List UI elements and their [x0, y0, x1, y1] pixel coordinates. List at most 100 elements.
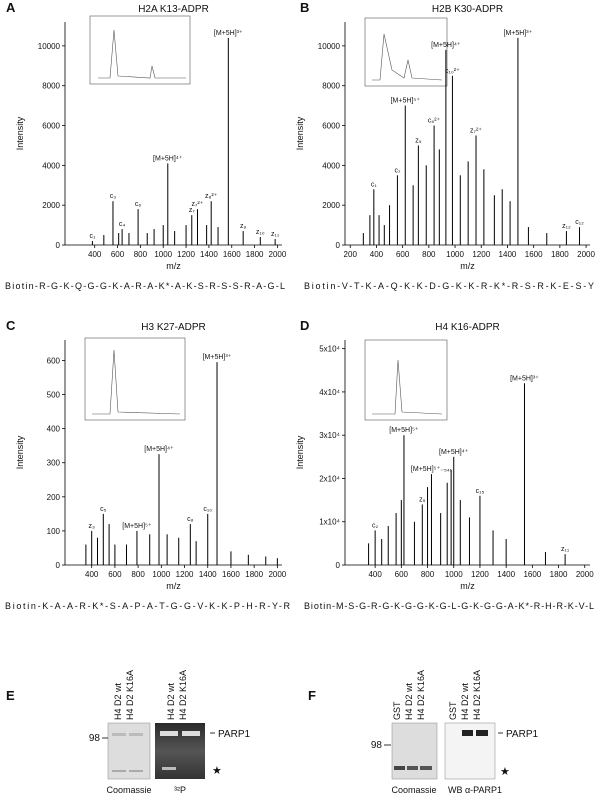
x-axis-label: m/z [166, 261, 181, 271]
x-tick-label: 2000 [576, 570, 594, 579]
y-tick-label: 5x10⁴ [319, 345, 340, 354]
x-tick-label: 1800 [550, 570, 568, 579]
y-tick-label: 8000 [322, 82, 340, 91]
x-tick-label: 800 [422, 250, 436, 259]
y-tick-label: 300 [47, 459, 61, 468]
y-tick-label: 0 [56, 241, 61, 250]
peak-label: c₆ [135, 201, 142, 208]
peak-label: z₁₀ [256, 229, 265, 236]
y-tick-label: 200 [47, 493, 61, 502]
peak-label: c₃ [110, 193, 117, 200]
peak-label: [M+5H]⁴⁺ [153, 155, 183, 162]
x-tick-label: 1800 [245, 570, 263, 579]
y-axis-label: Intensity [15, 116, 25, 150]
y-axis-label: Intensity [295, 116, 305, 150]
lane-label: H4 D2 wt [166, 682, 176, 720]
caption: Coomassie [106, 785, 151, 795]
x-tick-label: 800 [421, 570, 435, 579]
y-tick-label: 4000 [42, 161, 60, 170]
x-tick-label: 1200 [472, 250, 490, 259]
x-tick-label: 2000 [577, 250, 595, 259]
y-tick-label: 4000 [322, 161, 340, 170]
chart-title: H2A K13-ADPR [138, 4, 209, 15]
insets [84, 15, 448, 421]
x-tick-label: 1400 [497, 570, 515, 579]
chart-title: H3 K27-ADPR [141, 322, 205, 333]
x-tick-label: 1000 [152, 570, 170, 579]
x-tick-label: 1000 [154, 250, 172, 259]
peak-label: [M+5H]³⁺ [504, 30, 533, 37]
peak-label: c₁₀²⁺ [445, 68, 460, 75]
lane-label: H4 D2 K16A [416, 670, 426, 720]
y-tick-label: 10000 [318, 42, 341, 51]
x-axis-label: m/z [460, 581, 475, 591]
x-tick-label: 800 [134, 250, 148, 259]
peak-label: [M+5H]⁴⁺ [144, 446, 174, 453]
peak-label: z₉ [240, 223, 247, 230]
gel-panel-f: F GST H4 D2 wt H4 D2 K16A GST H4 D2 wt H… [308, 670, 538, 795]
peak-label: c₄ [119, 221, 126, 228]
peak-label: c₉²⁺ [428, 118, 441, 125]
y-tick-label: 600 [47, 356, 61, 365]
panel-letter: E [6, 688, 15, 703]
y-tick-label: 0 [336, 561, 341, 570]
x-tick-label: 1800 [246, 250, 264, 259]
marker-label: 98 [371, 740, 383, 751]
x-tick-label: 2000 [269, 250, 287, 259]
y-tick-label: 4x10⁴ [319, 388, 340, 397]
gel-panel-e: E H4 D2 wt H4 D2 K16A H4 D2 wt H4 D2 K16… [6, 670, 250, 795]
x-tick-label: 600 [111, 250, 125, 259]
x-tick-label: 400 [368, 570, 382, 579]
y-tick-label: 2000 [42, 201, 60, 210]
x-tick-label: 600 [108, 570, 122, 579]
y-axis-label: Intensity [295, 435, 305, 469]
panel-letter: A [6, 0, 16, 15]
peak-label: [M+5H]³⁺ [203, 354, 232, 361]
x-tick-label: 600 [396, 250, 410, 259]
peak-label: [M+5H]⁵⁺ [389, 427, 419, 434]
x-axis-label: m/z [460, 261, 475, 271]
peak-label: c₁ [89, 233, 96, 240]
peak-label: [M+5H]⁵⁺₋₅₄₁ [411, 466, 453, 473]
caption: WB α-PARP1 [448, 785, 502, 795]
caption: Coomassie [391, 785, 436, 795]
marker-label: 98 [89, 733, 101, 744]
x-tick-label: 400 [88, 250, 102, 259]
peptide-sequence: Biotin-M-S-G-R-G-K-G-G-K-G-L-G-K-G-G-A-K… [304, 601, 594, 611]
gel-coomassie [391, 722, 438, 780]
x-axis-label: m/z [166, 581, 181, 591]
x-tick-label: 400 [370, 250, 384, 259]
y-tick-label: 6000 [322, 122, 340, 131]
lane-label: H4 D2 K16A [178, 670, 188, 720]
x-tick-label: 1200 [471, 570, 489, 579]
x-tick-label: 1600 [523, 570, 541, 579]
peak-label: c₁₅ [476, 488, 485, 495]
panel-letter: B [300, 0, 309, 15]
lane-label: GST [392, 701, 402, 720]
panel-letter: D [300, 318, 309, 333]
x-tick-label: 1600 [223, 250, 241, 259]
lane-label: GST [448, 701, 458, 720]
lane-label: H4 D2 K16A [472, 670, 482, 720]
lane-label: H4 D2 K16A [125, 670, 135, 720]
peak-label: [M+5H]⁵⁺ [122, 523, 152, 530]
peak-label: z₁₂ [562, 223, 571, 230]
peak-label: z₁₁ [271, 231, 280, 238]
protein-label: PARP1 [218, 729, 250, 740]
peak-label: z₇²⁺ [192, 201, 204, 208]
peak-label: z₅ [419, 496, 426, 503]
star: ★ [500, 766, 510, 778]
y-tick-label: 400 [47, 425, 61, 434]
gel-coomassie [107, 722, 151, 780]
panel-letter: F [308, 688, 316, 703]
chart-title: H2B K30-ADPR [432, 4, 503, 15]
y-tick-label: 3x10⁴ [319, 431, 340, 440]
x-tick-label: 1400 [199, 570, 217, 579]
peak-label: c₂ [372, 522, 379, 529]
peptide-sequence: Biotin-R-G-K-Q-G-G-K-A-R-A-K*-A-K-S-R-S-… [5, 281, 285, 291]
peak-label: c₈ [187, 516, 194, 523]
peak-label: [M+5H]⁵⁺ [391, 98, 421, 105]
peak-label: [M+5H]⁴⁺ [431, 42, 461, 49]
x-tick-label: 600 [395, 570, 409, 579]
